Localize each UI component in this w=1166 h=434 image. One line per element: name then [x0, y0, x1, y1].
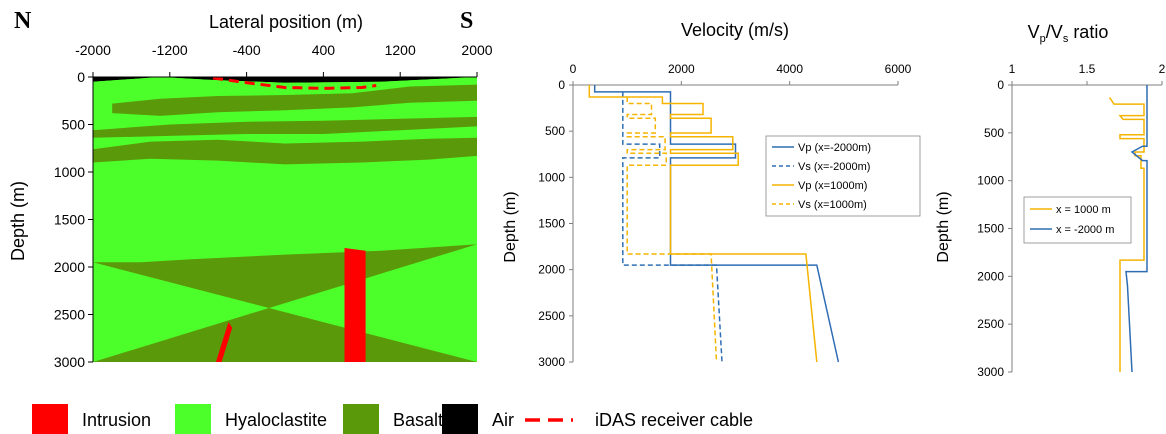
xtick-label: 4000 — [776, 62, 803, 76]
section-xtick-label: 2000 — [461, 42, 492, 58]
layer-basalt-5 — [93, 137, 477, 165]
section-xtick-label: -400 — [233, 42, 261, 58]
velocity-lines — [588, 85, 840, 363]
section-ytick-label: 3000 — [54, 354, 85, 370]
legend-label-1: Vs (x=-2000m) — [798, 161, 870, 173]
legend-intrusion-label: Intrusion — [82, 410, 151, 430]
legend-air-label: Air — [492, 410, 514, 430]
ytick-label: 1000 — [538, 170, 565, 184]
layer-basalt-4 — [93, 116, 477, 138]
legend-hyaloclastite-label: Hyaloclastite — [225, 410, 327, 430]
layer-air-0 — [93, 77, 477, 83]
section-axes: -2000 -1200 -400 400 1200 2000 0 500 1000 1500 200… — [54, 42, 493, 370]
section-ytick-label: 2000 — [54, 259, 85, 275]
series-line-2 — [588, 85, 818, 363]
ytick-label: 1000 — [977, 174, 1004, 188]
section-ytick-label: 1500 — [54, 212, 85, 228]
layer-basalt-2 — [93, 244, 477, 362]
xtick-label: 1 — [1009, 62, 1016, 76]
ratio-title: Vp/Vs ratio — [1028, 22, 1109, 45]
layer-basalt-3 — [112, 84, 477, 116]
section-ytick-label: 1000 — [54, 164, 85, 180]
xtick-label: 2 — [1159, 62, 1166, 76]
legend-air-swatch — [442, 404, 478, 434]
section-xtick-label: -1200 — [152, 42, 188, 58]
series-line-3 — [626, 97, 718, 363]
ytick-label: 2000 — [977, 269, 1004, 283]
velocity-axes: 0 2000 4000 6000 0 500 1000 1500 2000 2500 3000 — [538, 62, 911, 369]
ytick-label: 0 — [558, 78, 565, 92]
section-title: Lateral position (m) — [209, 12, 363, 32]
ytick-label: 500 — [984, 126, 1004, 140]
section-layers — [93, 76, 477, 362]
legend-label-3: Vs (x=1000m) — [798, 199, 867, 211]
velocity-legend: Vp (x=-2000m) Vs (x=-2000m) Vp (x=1000m) Vs… — [765, 135, 921, 217]
xtick-label: 6000 — [885, 62, 912, 76]
velocity-legend-box — [765, 135, 921, 217]
ytick-label: 1500 — [538, 217, 565, 231]
section-xtick-label: 1200 — [385, 42, 416, 58]
xtick-label: 2000 — [668, 62, 695, 76]
section-xtick-label: -2000 — [75, 42, 111, 58]
legend-label-2: Vp (x=1000m) — [798, 180, 867, 192]
legend-hyaloclastite-swatch — [175, 404, 211, 434]
legend-label-0: Vp (x=-2000m) — [798, 142, 871, 154]
section-ytick-label: 2500 — [54, 307, 85, 323]
section-ylabel: Depth (m) — [8, 181, 28, 261]
legend-label-1: x = -2000 m — [1056, 224, 1114, 236]
ratio-legend-box — [1023, 196, 1132, 244]
ytick-label: 3000 — [538, 355, 565, 369]
ytick-label: 2500 — [977, 317, 1004, 331]
ytick-label: 0 — [997, 78, 1004, 92]
series-line-1 — [1125, 85, 1148, 373]
ratio-panel: Vp/Vs ratio Depth (m) 1 1.5 2 0 500 1000 1500 2… — [935, 22, 1166, 379]
section-ytick-label: 0 — [77, 69, 85, 85]
xtick-label: 0 — [570, 62, 577, 76]
unit-legend: Intrusion Hyaloclastite Basalt Air iDAS rece… — [32, 404, 753, 434]
series-line-0 — [1108, 96, 1145, 372]
intrusion-1 — [215, 322, 233, 362]
ratio-legend: x = 1000 m x = -2000 m — [1023, 196, 1132, 244]
legend-intrusion-swatch — [32, 404, 68, 434]
ytick-label: 3000 — [977, 365, 1004, 379]
ytick-label: 1500 — [977, 222, 1004, 236]
section-xtick-label: 400 — [312, 42, 336, 58]
legend-cable-label: iDAS receiver cable — [595, 410, 753, 430]
north-label: N — [14, 8, 32, 34]
velocity-panel: Velocity (m/s) Depth (m) 0 2000 4000 6000 0 5… — [502, 20, 921, 369]
ratio-axes: 1 1.5 2 0 500 1000 1500 2000 2500 3000 — [977, 62, 1165, 379]
geologic-section-panel: N S Lateral position (m) Depth (m) -2000… — [8, 8, 493, 370]
xtick-label: 1.5 — [1079, 62, 1096, 76]
legend-label-0: x = 1000 m — [1056, 204, 1111, 216]
ytick-label: 500 — [545, 124, 565, 138]
idas-cable — [212, 76, 377, 90]
ratio-ylabel: Depth (m) — [935, 191, 952, 262]
series-line-1 — [622, 91, 723, 363]
south-label: S — [460, 8, 473, 34]
intrusion-0 — [344, 248, 366, 362]
ratio-lines — [1108, 85, 1148, 373]
section-ytick-label: 500 — [62, 117, 86, 133]
velocity-ylabel: Depth (m) — [502, 191, 519, 262]
legend-basalt-label: Basalt — [393, 410, 443, 430]
ytick-label: 2500 — [538, 309, 565, 323]
series-line-0 — [593, 85, 840, 363]
legend-basalt-swatch — [343, 404, 379, 434]
velocity-title: Velocity (m/s) — [681, 20, 789, 40]
ytick-label: 2000 — [538, 263, 565, 277]
